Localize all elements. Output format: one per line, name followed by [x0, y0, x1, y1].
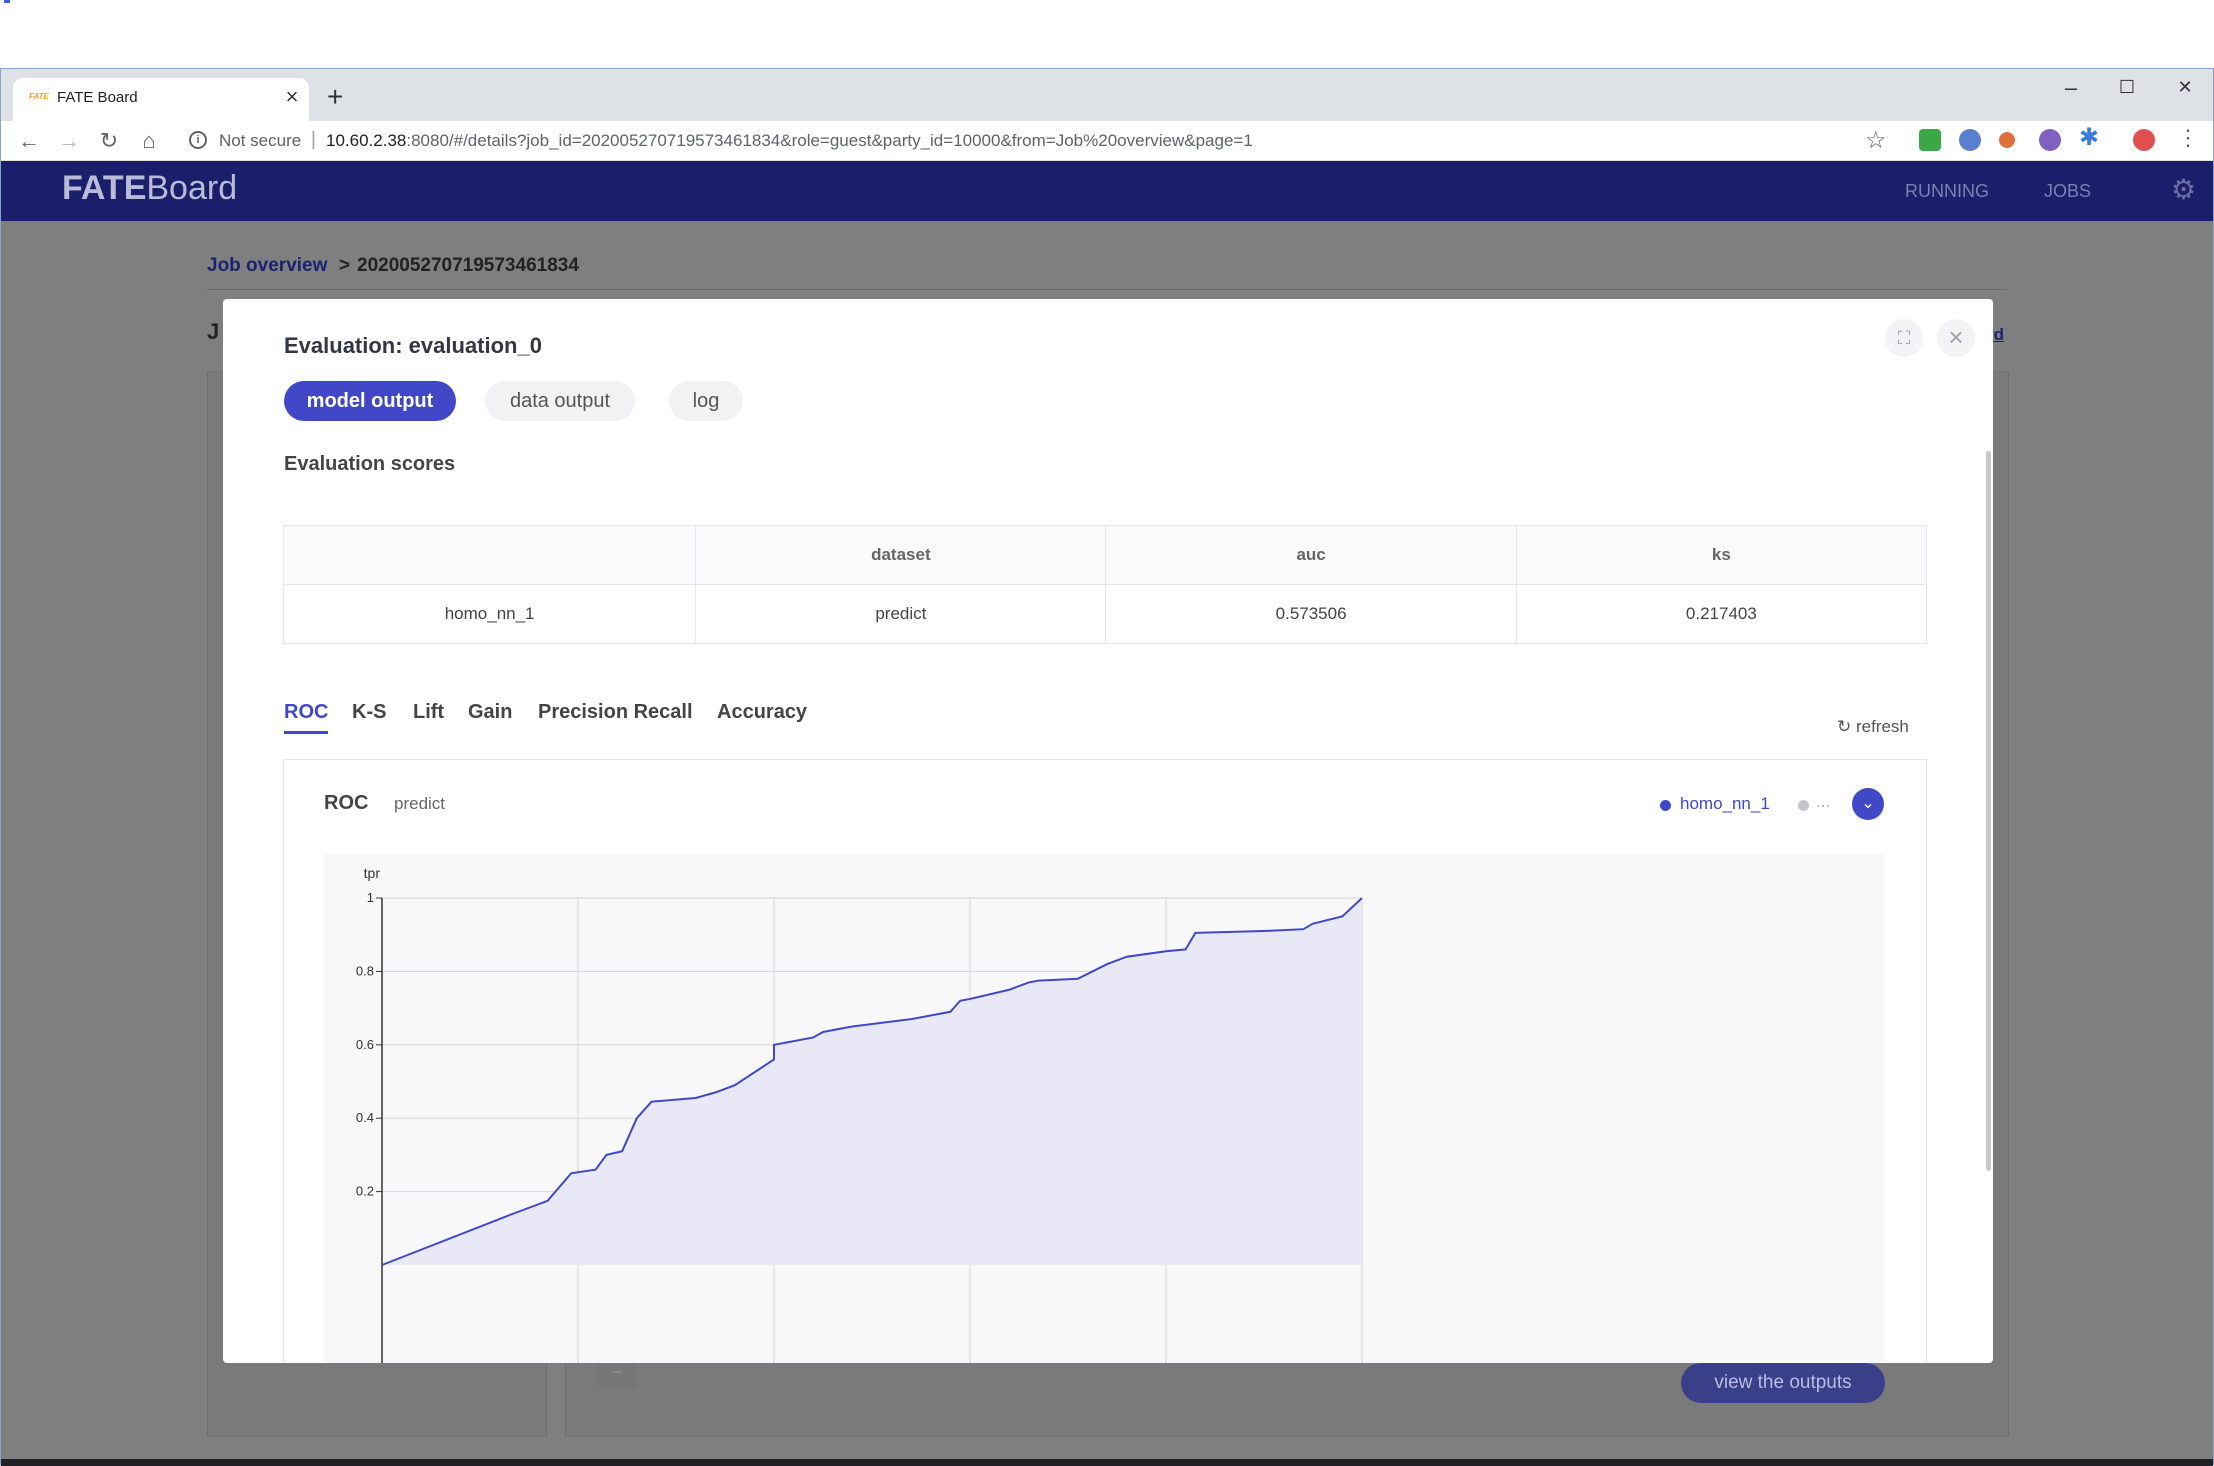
chart-tab-roc[interactable]: ROC — [284, 701, 329, 723]
tab-title: FATE Board — [57, 89, 138, 106]
table-header-cell: ks — [1515, 525, 1928, 585]
url-path: :8080/#/details?job_id=20200527071957346… — [406, 131, 1253, 150]
back-arrow-icon[interactable]: ← — [18, 128, 40, 153]
tab-model-output[interactable]: model output — [284, 381, 456, 421]
table-header-row: dataset auc ks — [282, 525, 1928, 585]
table-header-cell: auc — [1105, 525, 1517, 585]
browser-menu-icon[interactable]: ⋮ — [2177, 125, 2199, 150]
roc-area — [382, 898, 1362, 1265]
maximize-button[interactable]: ☐ — [2118, 77, 2136, 97]
refresh-label: refresh — [1855, 717, 1909, 736]
legend-item-homo-nn-1[interactable]: homo_nn_1 — [1680, 794, 1770, 813]
view-outputs-button[interactable]: view the outputs — [1681, 1363, 1885, 1403]
legend-item-more[interactable]: ... — [1816, 792, 1831, 811]
scores-table: dataset auc ks homo_nn_1 predict 0.57350… — [282, 525, 1928, 644]
bookmark-star-icon[interactable]: ☆ — [1865, 127, 1887, 154]
chevron-down-icon[interactable]: ⌄ — [1852, 788, 1884, 820]
desktop-strip — [0, 0, 2214, 68]
close-window-button[interactable]: ✕ — [2177, 77, 2193, 97]
modal-title: Evaluation: evaluation_0 — [284, 333, 542, 358]
url-host: 10.60.2.38 — [326, 131, 407, 150]
desktop-mark — [4, 0, 10, 3]
address-bar[interactable]: i Not secure | 10.60.2.38:8080/#/details… — [177, 125, 1889, 157]
reload-icon[interactable]: ↻ — [99, 128, 119, 153]
address-separator: | — [311, 129, 316, 150]
minimize-button[interactable]: – — [2064, 75, 2078, 100]
security-label: Not secure — [219, 131, 302, 150]
chart-tab-ks[interactable]: K-S — [352, 701, 387, 723]
y-tick-label: 0.4 — [356, 1110, 374, 1125]
fate-favicon-icon: FATE — [29, 92, 49, 101]
profile-avatar-icon[interactable] — [2133, 129, 2155, 151]
url-text[interactable]: 10.60.2.38:8080/#/details?job_id=2020052… — [326, 131, 1253, 151]
chart-tab-lift[interactable]: Lift — [413, 701, 445, 723]
browser-toolbar: ← → ↻ ⌂ i Not secure | 10.60.2.38:8080/#… — [1, 121, 2213, 161]
table-header-cell: dataset — [695, 525, 1107, 585]
tab-strip: FATE FATE Board × + – ☐ ✕ — [1, 69, 2213, 121]
background-heading: J — [207, 319, 220, 344]
legend-dot-homo-nn-1 — [1660, 800, 1671, 811]
refresh-icon: ↻ — [1837, 717, 1856, 736]
logo-rest: Board — [146, 169, 238, 207]
background-zoom-out-button[interactable]: – — [597, 1363, 637, 1389]
extension-purple-icon[interactable] — [2039, 129, 2061, 151]
fateboard-logo[interactable]: FATEBoard — [62, 169, 237, 208]
nav-running[interactable]: RUNNING — [1905, 181, 1989, 201]
breadcrumb-job-overview[interactable]: Job overview — [207, 255, 328, 276]
chart-subtitle: predict — [394, 794, 446, 813]
plot-area: 0.2 0.4 0.6 0.8 1 tpr — [324, 854, 1884, 1363]
table-cell: 0.217403 — [1515, 584, 1928, 644]
close-icon[interactable]: × — [1937, 319, 1975, 357]
logo-bold: FATE — [62, 169, 147, 207]
chart-tab-accuracy[interactable]: Accuracy — [717, 701, 808, 723]
chart-tab-gain[interactable]: Gain — [468, 701, 513, 723]
breadcrumb-divider — [207, 289, 2007, 290]
y-axis-label: tpr — [364, 865, 381, 881]
close-tab-icon[interactable]: × — [285, 84, 299, 109]
evaluation-scores-heading: Evaluation scores — [284, 453, 456, 475]
chart-title: ROC — [324, 792, 369, 814]
roc-chart-card: ROC predict homo_nn_1 ... ⌄ 0.2 0.4 0.6 0.8… — [283, 759, 1927, 1363]
modal-scrollbar-thumb[interactable] — [1986, 451, 1991, 1171]
app-header: FATEBoard RUNNING JOBS ⚙ — [1, 161, 2213, 221]
fullscreen-icon[interactable]: ⛶ — [1885, 319, 1923, 357]
extension-star-icon[interactable]: ✱ — [2079, 124, 2100, 151]
roc-chart-svg: 0.2 0.4 0.6 0.8 1 tpr — [356, 865, 1363, 1363]
y-tick-label: 0.2 — [356, 1184, 374, 1199]
table-cell: homo_nn_1 — [282, 584, 697, 644]
tab-log[interactable]: log — [669, 381, 743, 421]
extension-green-icon[interactable] — [1919, 129, 1941, 151]
y-tick-label: 0.8 — [356, 963, 374, 978]
new-tab-button[interactable]: + — [327, 81, 344, 112]
legend-dot-more — [1798, 800, 1809, 811]
info-icon[interactable]: i — [189, 131, 207, 149]
refresh-button[interactable]: ↻ refresh — [1837, 717, 1909, 737]
taskbar — [1, 1459, 2213, 1466]
home-icon[interactable]: ⌂ — [142, 128, 156, 153]
table-header-cell — [282, 525, 697, 585]
tab-data-output[interactable]: data output — [485, 381, 635, 421]
table-row: homo_nn_1 predict 0.573506 0.217403 — [282, 584, 1928, 644]
roc-series-line — [381, 897, 1363, 1266]
y-tick-label: 1 — [367, 890, 374, 905]
evaluation-modal: Evaluation: evaluation_0 ⛶ × model outpu… — [223, 299, 1993, 1363]
nav-jobs[interactable]: JOBS — [2044, 181, 2092, 201]
chart-tab-precision-recall[interactable]: Precision Recall — [538, 701, 693, 723]
extension-orange-icon[interactable] — [1999, 132, 2015, 148]
browser-tab[interactable]: FATE FATE Board × — [13, 78, 309, 121]
gear-icon[interactable]: ⚙ — [2171, 174, 2197, 205]
forward-arrow-icon[interactable]: → — [58, 128, 80, 153]
y-tick-label: 0.6 — [356, 1037, 374, 1052]
extension-blue-icon[interactable] — [1959, 129, 1981, 151]
table-cell: 0.573506 — [1105, 584, 1517, 644]
browser-window: FATE FATE Board × + – ☐ ✕ ← → ↻ ⌂ i Not … — [0, 68, 2214, 1466]
breadcrumb-job-id: 202005270719573461834 — [357, 255, 579, 276]
breadcrumb-separator: > — [339, 255, 351, 276]
active-tab-underline — [284, 731, 328, 734]
table-cell: predict — [695, 584, 1107, 644]
